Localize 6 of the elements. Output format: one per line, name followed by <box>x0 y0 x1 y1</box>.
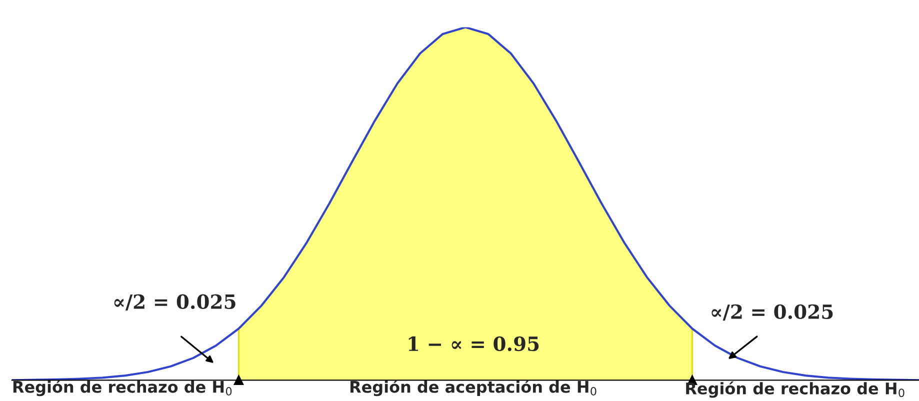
text: Región de rechazo de H$_{0}$ <box>686 382 904 398</box>
annotation: Región de aceptación de H$_{0}$ <box>350 380 596 396</box>
annotation: 1 − ∝ = 0.95 <box>408 336 539 352</box>
annotation: ∝/2 = 0.025 <box>114 294 236 311</box>
annotation: ∝/2 = 0.025 <box>712 304 833 321</box>
annotation: Región de rechazo de H$_{0}$ <box>13 380 232 396</box>
